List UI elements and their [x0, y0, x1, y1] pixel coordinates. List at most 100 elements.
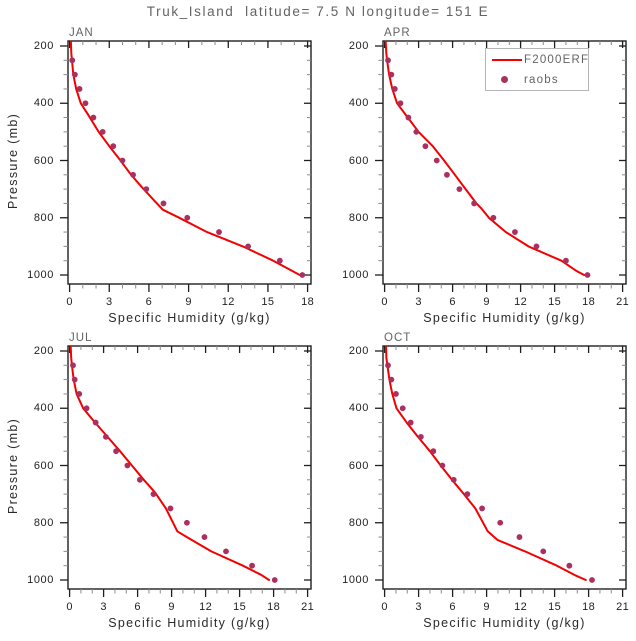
raobs-dot-oct	[540, 548, 547, 555]
raobs-dot-oct	[407, 419, 414, 426]
raobs-dot-jan	[69, 57, 76, 64]
y-tick-label-jan: 800	[33, 211, 54, 224]
y-tick-label-jul: 600	[33, 459, 54, 472]
x-tick-label-oct: 12	[514, 601, 528, 613]
raobs-dot-oct	[430, 448, 437, 455]
x-tick-label-jul: 3	[100, 601, 107, 613]
x-tick-label-apr: 15	[548, 296, 562, 308]
y-tick-label-jul: 1000	[27, 574, 54, 586]
model-line-oct	[385, 345, 587, 581]
raobs-dot-oct	[388, 376, 395, 383]
raobs-dot-jan	[110, 143, 117, 150]
model-line-jul	[69, 345, 271, 581]
y-tick-label-oct: 600	[348, 459, 369, 472]
y-tick-label-jan: 400	[33, 97, 54, 110]
raobs-dot-jul	[271, 577, 278, 583]
raobs-dot-jul	[71, 376, 78, 383]
x-tick-label-oct: 6	[449, 601, 456, 613]
x-tick-label-apr: 9	[483, 296, 490, 308]
plot-area-oct	[375, 345, 627, 597]
raobs-dot-apr	[444, 171, 450, 178]
x-tick-label-jan: 15	[261, 296, 275, 308]
x-axis-title-oct: Specific Humidity (g/kg)	[423, 616, 586, 630]
raobs-dot-apr	[405, 114, 412, 121]
raobs-dot-jan	[119, 157, 126, 164]
x-tick-label-oct: 3	[415, 601, 422, 613]
raobs-dot-apr	[512, 229, 518, 235]
raobs-dot-jan	[76, 86, 83, 92]
raobs-dot-oct	[417, 433, 424, 440]
plot-frame	[67, 345, 312, 590]
y-tick-label-jul: 400	[33, 402, 54, 415]
x-tick-label-jan: 6	[145, 296, 153, 308]
y-tick-label-apr: 1000	[342, 269, 369, 281]
panel-label-oct: OCT	[384, 332, 412, 344]
x-tick-label-jul: 12	[199, 601, 213, 613]
x-tick-label-jan: 3	[106, 296, 113, 308]
raobs-dot-apr	[456, 186, 463, 193]
y-tick-label-oct: 200	[348, 345, 369, 357]
raobs-dot-jul	[76, 391, 83, 397]
x-axis-title-jan: Specific Humidity (g/kg)	[108, 311, 271, 325]
x-tick-label-jul: 21	[301, 601, 315, 613]
raobs-dot-jan	[276, 257, 283, 264]
raobs-dot-oct	[464, 491, 471, 498]
raobs-dot-jul	[92, 419, 99, 426]
x-tick-label-oct: 15	[548, 601, 562, 613]
x-tick-label-apr: 18	[582, 296, 596, 308]
raobs-dot-apr	[490, 214, 497, 221]
raobs-dot-jan	[99, 128, 106, 135]
raobs-dot-oct	[385, 362, 391, 369]
raobs-dot-apr	[471, 200, 478, 207]
x-tick-label-jul: 6	[134, 601, 141, 613]
raobs-dot-jul	[83, 405, 90, 412]
raobs-dot-apr	[391, 86, 398, 92]
x-tick-label-apr: 12	[514, 296, 528, 308]
raobs-dot-oct	[393, 391, 399, 397]
raobs-dot-jan	[216, 229, 222, 235]
x-tick-label-jul: 9	[168, 601, 175, 613]
raobs-dot-jan	[245, 243, 252, 250]
y-tick-label-oct: 800	[348, 516, 369, 529]
raobs-dot-oct	[566, 562, 573, 569]
x-tick-label-jul: 0	[66, 601, 73, 613]
raobs-dot-apr	[584, 272, 591, 278]
raobs-dot-jan	[160, 200, 167, 207]
model-line-icon	[492, 58, 522, 61]
raobs-dot-oct	[497, 519, 504, 526]
raobs-dot-jan	[143, 186, 150, 193]
legend-raobs-label: raobs	[524, 73, 559, 86]
model-line-apr	[384, 40, 586, 276]
raobs-dot-oct	[450, 476, 457, 483]
x-tick-label-oct: 18	[582, 601, 596, 613]
raobs-dot-oct	[479, 505, 485, 512]
raobs-dot-jan	[71, 71, 78, 78]
raobs-dot-jan	[90, 114, 97, 121]
plot-area-jan	[60, 40, 312, 292]
y-axis-title-jul: Pressure (mb)	[6, 417, 20, 514]
legend-row-model: F2000ERF	[492, 50, 588, 70]
raobs-dot-jul	[184, 519, 190, 526]
x-axis-title-apr: Specific Humidity (g/kg)	[423, 311, 586, 325]
raobs-dot-apr	[397, 100, 404, 107]
raobs-dot-jul	[102, 433, 109, 440]
raobs-dot-jul	[201, 534, 208, 540]
raobs-dot-jul	[150, 491, 157, 498]
raobs-dot-jul	[167, 505, 174, 512]
plot-frame	[382, 40, 627, 285]
y-tick-label-jul: 200	[33, 345, 54, 357]
x-tick-label-apr: 3	[415, 296, 422, 308]
raobs-dot-apr	[385, 57, 391, 64]
plot-frame	[382, 345, 627, 590]
x-tick-label-oct: 9	[483, 601, 490, 613]
plot-area-jul	[60, 345, 312, 597]
y-tick-label-oct: 400	[348, 402, 369, 415]
raobs-dot-apr	[563, 257, 569, 264]
raobs-dot-oct	[589, 577, 595, 583]
raobs-dot-jul	[70, 362, 76, 369]
x-axis-title-jul: Specific Humidity (g/kg)	[108, 616, 271, 630]
raobs-dot-oct	[516, 534, 523, 540]
raobs-dot-jul	[124, 462, 131, 469]
x-tick-label-apr: 21	[616, 296, 630, 308]
y-tick-label-apr: 800	[348, 211, 369, 224]
